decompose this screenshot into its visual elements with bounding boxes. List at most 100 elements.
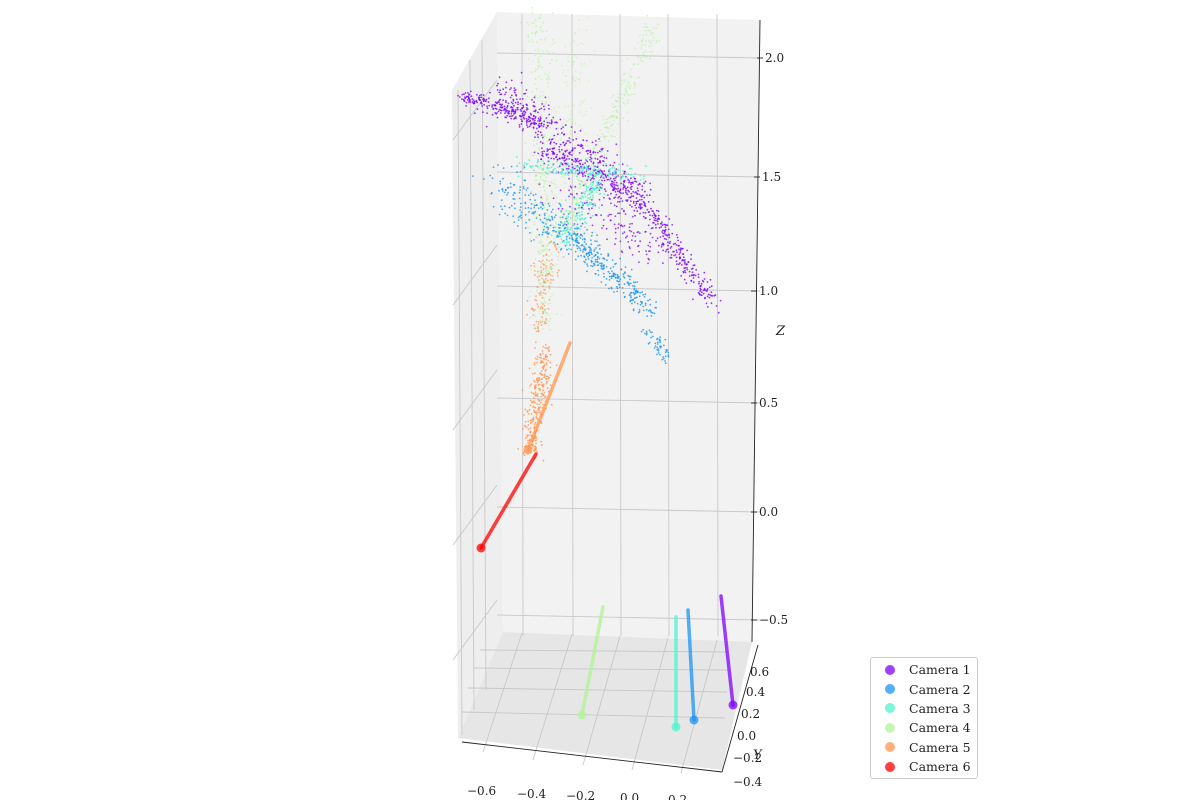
scatter-point xyxy=(536,355,539,358)
scatter-point xyxy=(498,213,501,216)
scatter-point xyxy=(574,164,577,167)
scatter-point xyxy=(542,368,544,370)
scatter-point xyxy=(535,87,538,90)
scatter-point xyxy=(543,150,545,153)
scatter-point xyxy=(524,420,527,423)
scatter-point xyxy=(613,182,615,184)
scatter-point xyxy=(633,62,635,65)
scatter-point xyxy=(542,164,544,167)
scatter-point xyxy=(572,139,575,141)
scatter-point xyxy=(628,83,630,85)
scatter-point xyxy=(543,120,546,123)
scatter-point xyxy=(623,94,626,97)
scatter-point xyxy=(544,395,547,398)
scatter-point xyxy=(556,226,558,228)
scatter-point xyxy=(616,287,619,290)
scatter-point xyxy=(626,199,629,201)
scatter-point xyxy=(633,301,636,304)
scatter-point xyxy=(580,127,583,130)
scatter-point xyxy=(545,382,548,385)
scatter-point xyxy=(545,124,548,126)
scatter-point xyxy=(569,244,571,246)
scatter-point xyxy=(629,87,631,90)
scatter-point xyxy=(540,38,542,41)
scatter-point xyxy=(599,129,601,132)
scatter-point xyxy=(651,214,654,217)
scatter-point xyxy=(587,149,590,152)
scatter-point xyxy=(702,292,705,295)
scatter-point xyxy=(513,89,516,92)
scatter-point xyxy=(535,394,538,397)
scatter-point xyxy=(537,120,539,122)
scatter-point xyxy=(527,428,530,431)
scatter-point xyxy=(513,202,516,205)
scatter-point xyxy=(554,265,556,268)
scatter-point xyxy=(537,97,539,100)
scatter-point xyxy=(590,163,593,166)
scatter-point xyxy=(627,86,630,89)
scatter-point xyxy=(656,237,659,240)
scatter-point xyxy=(590,234,593,237)
scatter-point xyxy=(583,232,586,235)
scatter-point xyxy=(565,235,568,238)
scatter-point xyxy=(510,110,513,113)
scatter-point xyxy=(527,24,530,27)
scatter-point xyxy=(615,285,618,288)
scatter-point xyxy=(591,224,594,227)
scatter-point xyxy=(571,163,573,166)
scatter-point xyxy=(530,264,532,267)
scatter-point xyxy=(538,108,541,111)
scatter-point xyxy=(546,209,549,211)
scatter-point xyxy=(543,232,546,235)
scatter-point xyxy=(540,272,543,274)
scatter-point xyxy=(699,290,701,292)
scatter-point xyxy=(622,184,625,187)
scatter-point xyxy=(649,218,651,221)
scatter-point xyxy=(546,249,549,252)
scatter-point xyxy=(572,206,575,209)
scatter-point xyxy=(556,158,559,161)
scatter-point xyxy=(559,118,562,121)
scatter-point xyxy=(582,162,584,164)
scatter-point xyxy=(593,153,596,156)
left-pane xyxy=(452,12,503,738)
scatter-point xyxy=(544,308,546,311)
x-tick-label: −0.6 xyxy=(467,784,496,798)
scatter-point xyxy=(519,98,521,100)
scatter-point xyxy=(619,240,622,243)
scatter-point xyxy=(501,103,504,106)
scatter-point xyxy=(537,207,540,210)
scatter-point xyxy=(632,308,635,311)
scatter-point xyxy=(556,196,558,199)
scatter-point xyxy=(538,120,541,123)
scatter-point xyxy=(564,171,567,174)
grid-lines xyxy=(452,13,761,774)
scatter-point xyxy=(578,247,581,250)
scatter-point xyxy=(552,163,554,166)
scatter-point xyxy=(585,258,587,261)
scatter-point xyxy=(469,99,471,101)
scatter-point xyxy=(549,62,551,65)
scatter-point xyxy=(543,322,546,325)
scatter-point xyxy=(605,227,608,230)
scatter-point xyxy=(543,391,546,394)
scatter-point xyxy=(667,251,670,253)
scatter-point xyxy=(570,138,572,141)
scatter-point xyxy=(541,296,544,299)
scatter-point xyxy=(589,189,592,192)
scatter-point xyxy=(562,153,564,156)
scatter-point xyxy=(577,144,579,147)
scatter-point xyxy=(597,172,600,175)
scatter-point xyxy=(640,330,643,333)
scatter-point xyxy=(537,160,540,163)
scatter-point xyxy=(526,21,529,24)
scatter-point xyxy=(579,219,582,221)
scatter-point xyxy=(540,261,543,263)
scatter-point xyxy=(649,245,652,248)
scatter-point xyxy=(636,193,639,195)
scatter-point xyxy=(569,170,572,173)
scatter-point xyxy=(546,236,549,239)
scatter-point xyxy=(491,104,494,107)
scatter-point xyxy=(578,111,581,113)
scatter-point xyxy=(633,287,636,290)
